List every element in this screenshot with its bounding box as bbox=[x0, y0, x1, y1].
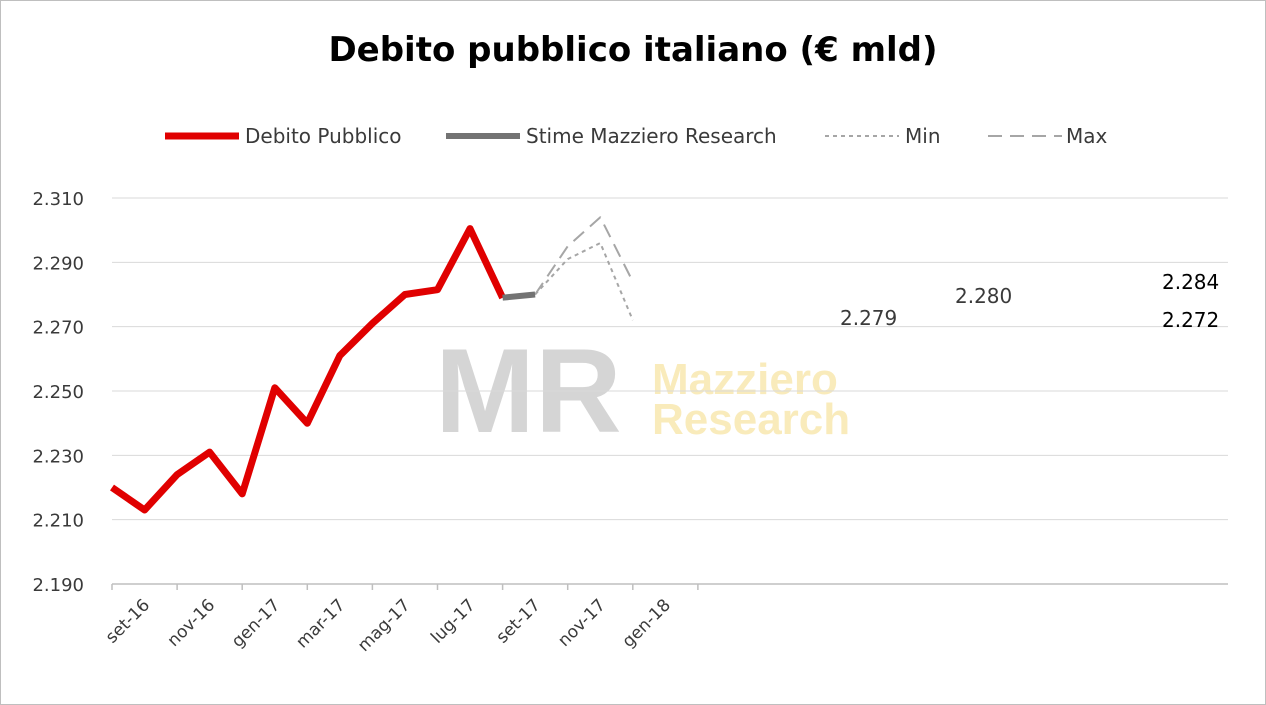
watermark-line2: Research bbox=[652, 395, 850, 444]
y-tick-label: 2.190 bbox=[32, 575, 84, 596]
y-tick-labels: 2.190 2.210 2.230 2.250 2.270 2.290 2.310 bbox=[32, 189, 84, 596]
watermark-line1: Mazziero bbox=[652, 355, 838, 404]
y-tick-label: 2.210 bbox=[32, 511, 84, 532]
x-tick-label: set-17 bbox=[493, 595, 545, 647]
x-tick-label: lug-17 bbox=[427, 595, 479, 647]
data-label: 2.272 bbox=[1162, 308, 1219, 332]
x-tick-label: mar-17 bbox=[292, 595, 349, 652]
series-line-min bbox=[534, 242, 634, 321]
x-tick-label: nov-17 bbox=[554, 595, 610, 651]
series-lines bbox=[110, 216, 634, 514]
y-tick-label: 2.250 bbox=[32, 382, 84, 403]
axes bbox=[111, 583, 1228, 590]
legend-label: Min bbox=[905, 124, 941, 148]
series-line-stime-mazziero-research bbox=[502, 291, 536, 301]
series-line-max bbox=[534, 216, 634, 296]
x-tick-label: nov-16 bbox=[164, 595, 220, 651]
y-tick-label: 2.270 bbox=[32, 318, 84, 339]
x-tick-label: gen-17 bbox=[228, 595, 284, 651]
data-label: 2.280 bbox=[955, 284, 1012, 308]
x-tick-labels: set-16 nov-16 gen-17 mar-17 mag-17 lug-17 set-… bbox=[102, 595, 675, 655]
y-tick-label: 2.230 bbox=[32, 446, 84, 467]
legend: Debito Pubblico Stime Mazziero Research Mi… bbox=[165, 124, 1108, 148]
legend-label: Max bbox=[1066, 124, 1108, 148]
legend-label: Debito Pubblico bbox=[245, 124, 402, 148]
data-label: 2.284 bbox=[1162, 270, 1219, 294]
legend-label: Stime Mazziero Research bbox=[526, 124, 777, 148]
x-tick-label: mag-17 bbox=[354, 595, 414, 655]
x-tick-label: set-16 bbox=[102, 595, 154, 647]
gridlines bbox=[112, 197, 1228, 521]
data-labels: 2.279 2.280 2.284 2.272 bbox=[840, 270, 1219, 332]
chart-title: Debito pubblico italiano (€ mld) bbox=[328, 30, 938, 70]
x-tick-label: gen-18 bbox=[618, 595, 674, 651]
y-tick-label: 2.310 bbox=[32, 189, 84, 210]
data-label: 2.279 bbox=[840, 306, 897, 330]
series-line-debito-pubblico bbox=[110, 225, 506, 514]
y-tick-label: 2.290 bbox=[32, 253, 84, 274]
